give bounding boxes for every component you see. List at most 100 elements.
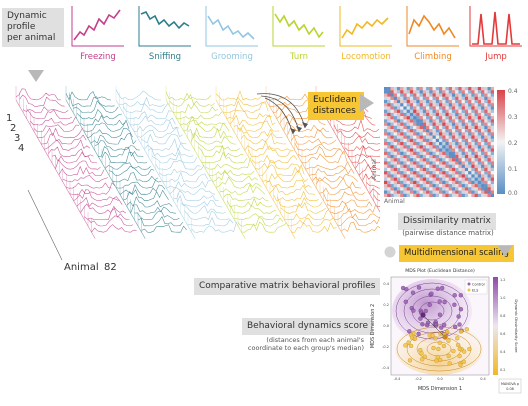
heatmap-cell xyxy=(439,138,443,143)
heatmap-cell xyxy=(445,154,449,159)
heatmap-cell xyxy=(481,161,485,165)
heatmap-cell xyxy=(406,174,411,178)
tag-line-2: profile xyxy=(7,22,36,32)
heatmap-cell xyxy=(439,93,443,97)
profile-trace xyxy=(83,119,130,132)
profile-trace xyxy=(119,96,165,107)
heatmap-cell xyxy=(445,109,449,114)
heatmap-cell xyxy=(477,138,482,143)
heatmap-cell xyxy=(393,145,398,149)
heatmap-cell xyxy=(393,106,398,110)
heatmap-cell xyxy=(471,177,475,181)
els-point xyxy=(455,336,460,341)
heatmap-cell xyxy=(451,177,456,181)
heatmap-cell xyxy=(484,132,488,136)
heatmap-cell xyxy=(419,190,423,194)
heatmap-cell xyxy=(422,99,427,104)
profile-trace xyxy=(287,126,333,139)
profile-trace xyxy=(151,151,198,164)
heatmap-cell xyxy=(403,106,407,110)
mds-cb-tick: 0.2 xyxy=(500,368,505,372)
heatmap-cell xyxy=(396,125,401,130)
heatmap-cell xyxy=(396,187,401,191)
profile-trace xyxy=(126,110,172,120)
profile-trace xyxy=(41,133,87,145)
heatmap-cell xyxy=(416,135,420,139)
heatmap-cell xyxy=(451,132,456,136)
heatmap-cell xyxy=(426,184,430,188)
heatmap-cell xyxy=(390,190,394,194)
heatmap-cell xyxy=(481,174,485,178)
heatmap-cell xyxy=(464,158,469,162)
heatmap-cell xyxy=(413,193,417,197)
heatmap-cell xyxy=(474,132,478,136)
heatmap-cell xyxy=(435,90,440,94)
heatmap-cell xyxy=(455,177,459,181)
heatmap-cell xyxy=(406,125,411,130)
heatmap-cell xyxy=(464,180,469,185)
heatmap-cell xyxy=(445,145,449,149)
profile-trace xyxy=(66,182,112,189)
heatmap-cell xyxy=(442,161,446,165)
cb-tick-2: 0.2 xyxy=(508,140,518,147)
heatmap-cell xyxy=(419,145,423,149)
heatmap-cell xyxy=(464,142,469,146)
heatmap-cell xyxy=(384,122,388,126)
heatmap-cell xyxy=(435,161,440,165)
mds-y-tick: -0.2 xyxy=(382,345,389,349)
heatmap-cell xyxy=(458,154,462,159)
heatmap-cell xyxy=(448,129,453,133)
heatmap-cell xyxy=(384,190,388,194)
heatmap-cell xyxy=(396,129,401,133)
heatmap-cell xyxy=(461,158,466,162)
els-point xyxy=(420,357,425,362)
heatmap-cell xyxy=(481,106,485,110)
heatmap-cell xyxy=(468,184,472,188)
heatmap-cell xyxy=(422,103,427,107)
control-point xyxy=(453,324,458,330)
profile-trace xyxy=(230,114,276,126)
heatmap-cell xyxy=(471,187,475,191)
heatmap-cell xyxy=(439,142,443,146)
profile-trace xyxy=(316,177,362,189)
els-point xyxy=(437,357,443,363)
heatmap-cell xyxy=(393,142,398,146)
heatmap-cell xyxy=(477,129,482,133)
heatmap-cell xyxy=(458,138,462,143)
heatmap-cell xyxy=(448,158,453,162)
heatmap-cell xyxy=(419,99,423,104)
behavior-climbing: Climbing xyxy=(401,4,465,66)
heatmap-cell xyxy=(409,90,414,94)
heatmap-cell xyxy=(448,154,453,159)
heatmap-cell xyxy=(384,167,388,172)
heatmap-cell xyxy=(409,99,414,104)
heatmap-cell xyxy=(481,135,485,139)
heatmap-cell xyxy=(422,187,427,191)
profile-trace xyxy=(155,159,201,170)
heatmap-cell xyxy=(445,116,449,120)
heatmap-cell xyxy=(409,112,414,117)
heatmap-cell xyxy=(484,187,488,191)
profile-trace xyxy=(290,135,337,145)
euclidean-distances-tag: Euclidean distances xyxy=(308,92,364,120)
heatmap-cell xyxy=(458,132,462,136)
heatmap-cell xyxy=(387,90,391,94)
profile-trace xyxy=(291,222,337,233)
heatmap-cell xyxy=(468,109,472,114)
dissimilarity-matrix-tag: Dissimilarity matrix xyxy=(398,213,496,230)
profile-trace xyxy=(123,189,169,201)
heatmap-cell xyxy=(461,193,466,197)
profile-trace xyxy=(169,93,215,107)
heatmap-cell xyxy=(429,145,433,149)
profile-trace xyxy=(344,145,380,151)
profile-trace xyxy=(80,114,126,126)
heatmap-cell xyxy=(435,171,440,175)
heatmap-cell xyxy=(484,145,488,149)
heatmap-cell xyxy=(432,93,436,97)
heatmap-cell xyxy=(442,109,446,114)
heatmap-cell xyxy=(400,174,404,178)
heatmap-cell xyxy=(474,190,478,194)
heatmap-cell xyxy=(490,190,494,194)
heatmap-cell xyxy=(445,184,449,188)
control-point xyxy=(457,322,462,327)
